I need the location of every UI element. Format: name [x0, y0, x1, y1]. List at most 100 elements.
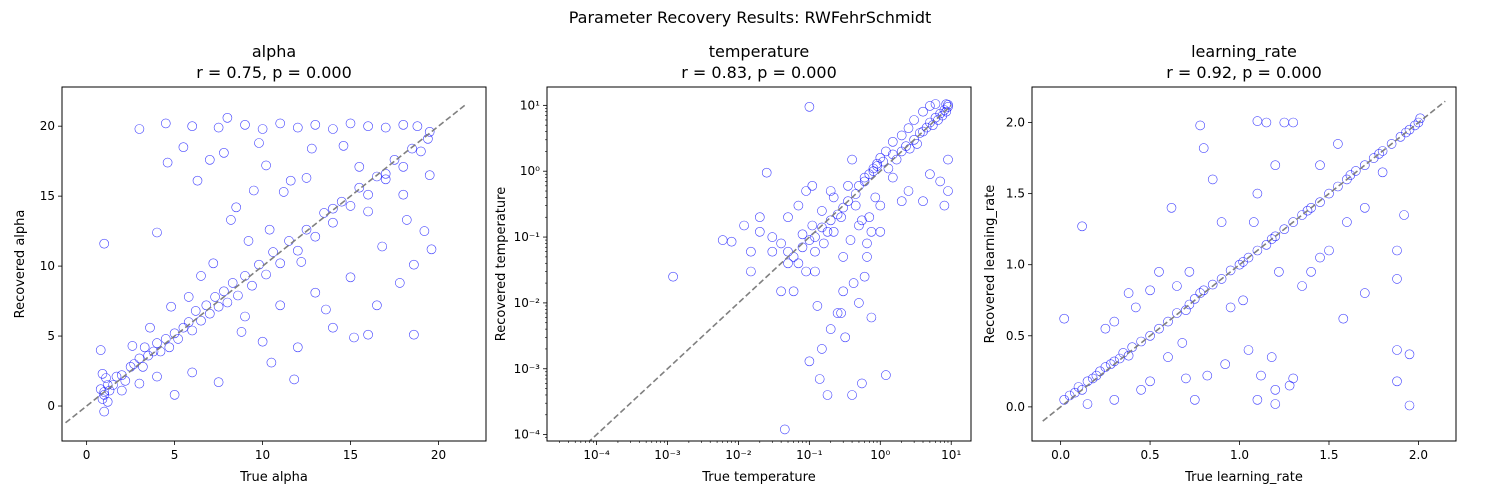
chart-1-point [97, 368, 108, 379]
chart-2-xlabel: True temperature [701, 470, 815, 485]
chart-3-point [1410, 120, 1420, 131]
chart-1-xtick-label: 5 [171, 448, 179, 462]
chart-1-point [240, 311, 250, 322]
chart-1-point [261, 160, 271, 171]
chart-1-point [227, 278, 238, 288]
chart-2-point [921, 122, 932, 133]
chart-1-point [380, 174, 391, 185]
chart-2-point [918, 126, 928, 137]
chart-2-point [838, 202, 849, 213]
chart-2-point [887, 172, 898, 183]
chart-3-point [1401, 127, 1411, 138]
chart-3-point [1190, 293, 1200, 304]
chart-1-point [187, 325, 197, 336]
chart-1-point [178, 322, 189, 333]
chart-3-point [1195, 120, 1205, 131]
chart-3-point [1184, 299, 1195, 310]
chart-3-point [1338, 313, 1349, 324]
chart-1-point [264, 224, 275, 235]
chart-1-point [233, 290, 243, 301]
chart-2-point [901, 141, 911, 151]
chart-2-point [847, 154, 857, 165]
chart-1-point [187, 367, 197, 378]
chart-1-point [166, 301, 176, 312]
chart-2-frame [546, 86, 972, 442]
chart-3-frame [1031, 86, 1457, 442]
chart-3-point [1392, 376, 1402, 387]
chart-2-point [836, 212, 846, 222]
chart-2-point [838, 286, 849, 297]
chart-3-identity-line [1042, 100, 1446, 422]
chart-3-point [1404, 400, 1415, 411]
chart-3-point [1315, 160, 1325, 170]
chart-1-point [108, 380, 118, 390]
chart-3-point [1064, 390, 1075, 401]
chart-3-point [1392, 345, 1402, 355]
chart-3-point [1270, 384, 1281, 395]
chart-3-point [1377, 167, 1388, 178]
chart-1-point [289, 374, 300, 385]
chart-2-point [941, 106, 952, 117]
chart-2-point [828, 227, 839, 237]
chart-1-point [205, 155, 215, 165]
chart-1-xlabel: True alpha [239, 470, 308, 485]
chart-1-point [419, 226, 430, 236]
chart-1-point [196, 315, 206, 326]
chart-2-xtick-label: 10⁰ [870, 448, 890, 462]
chart-3-point [1342, 217, 1352, 227]
chart-2-point [927, 120, 938, 130]
chart-1-point [296, 257, 307, 267]
chart-2-identity-line [588, 104, 952, 441]
chart-3-point [1288, 217, 1298, 227]
chart-2-point [878, 156, 889, 167]
chart-2-point [881, 146, 891, 157]
chart-2-ytick-label: 10⁻² [514, 296, 541, 310]
chart-1-group: alpha r = 0.75, p = 0.000 0 5 10 15 20 0 5 10 15 20… [13, 42, 487, 485]
chart-3-point [1225, 302, 1236, 313]
chart-3-point [1166, 203, 1177, 213]
chart-3-point [1252, 394, 1263, 405]
chart-2-points [668, 99, 953, 435]
chart-1-point [409, 329, 419, 340]
chart-2-point [814, 374, 825, 384]
chart-2-point [807, 181, 818, 191]
chart-2-ytick-label: 10⁰ [520, 164, 540, 178]
chart-1-point [139, 342, 150, 353]
chart-3-ylabel: Recovered learning_rate [983, 185, 998, 344]
chart-2-point [804, 235, 815, 245]
chart-2-point [783, 258, 793, 269]
chart-2-point [937, 110, 948, 121]
chart-3-point [1266, 352, 1277, 362]
chart-3-point [1351, 166, 1361, 176]
chart-2-point [896, 196, 907, 206]
chart-2-point [857, 378, 867, 389]
chart-3-point [1181, 373, 1191, 384]
chart-1-ytick-label: 20 [40, 119, 55, 133]
chart-2-point [761, 167, 772, 178]
chart-1-point [412, 121, 423, 131]
chart-2-point [825, 186, 836, 196]
chart-3-xtick-label: 1.5 [1319, 448, 1338, 462]
chart-2-point [939, 200, 950, 211]
chart-2-point [887, 137, 898, 147]
chart-1-point [389, 155, 400, 165]
chart-3-point [1123, 288, 1134, 298]
chart-2-point [818, 238, 829, 249]
chart-2-point [935, 176, 946, 187]
chart-2-point [726, 236, 737, 247]
chart-1-ylabel: Recovered alpha [13, 210, 28, 319]
chart-1-point [145, 322, 155, 333]
chart-3-point [1279, 224, 1290, 234]
chart-1-point [268, 247, 278, 257]
chart-2-point [925, 101, 935, 111]
chart-1-point [134, 124, 145, 134]
chart-3-point [1252, 116, 1263, 126]
chart-2-point [847, 390, 857, 400]
chart-2-point [862, 238, 872, 249]
chart-2-point [943, 186, 953, 196]
chart-1-xtick-label: 20 [431, 448, 446, 462]
chart-1-point [208, 258, 219, 269]
chart-1-point [284, 236, 294, 246]
chart-1-point [424, 170, 435, 180]
